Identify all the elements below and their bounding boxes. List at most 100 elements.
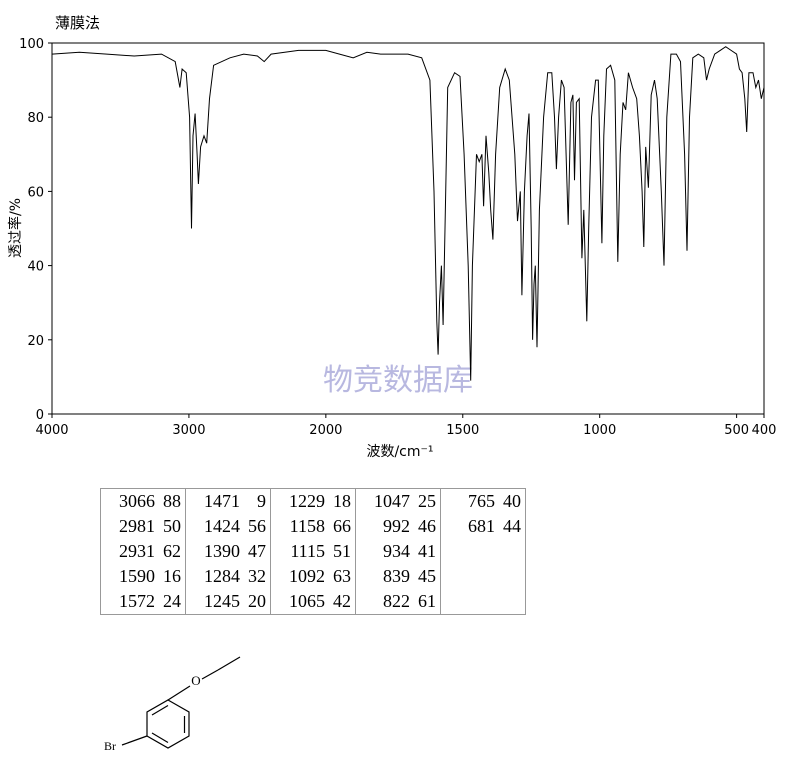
table-cell: 1590 16: [100, 564, 186, 589]
transmittance: 9: [257, 491, 266, 511]
table-row: 2931 62 1390 47 1115 51 934 41: [100, 539, 526, 564]
wavenumber: 1092: [289, 566, 325, 586]
transmittance: 18: [333, 491, 351, 511]
table-cell: [440, 589, 526, 615]
y-tick-label: 80: [27, 111, 44, 126]
y-tick-label: 100: [19, 37, 44, 52]
chart: 薄膜法 物竞数据库 波数/cm⁻¹ 透过率/% 0 20 40 60 80 100 4000…: [7, 14, 777, 460]
table-cell: 934 41: [355, 539, 441, 564]
table-cell: 1229 18: [270, 488, 356, 514]
transmittance: 32: [248, 566, 266, 586]
x-tick-label: 1000: [583, 423, 616, 438]
wavenumber: 3066: [119, 491, 155, 511]
wavenumber: 934: [383, 541, 410, 561]
bonds: [121, 656, 241, 749]
x-tick-label: 400: [752, 423, 777, 438]
table-row: 1590 16 1284 32 1092 63 839 45: [100, 564, 526, 589]
x-tick-label: 4000: [35, 423, 68, 438]
transmittance: 44: [503, 516, 521, 536]
wavenumber: 1284: [204, 566, 240, 586]
wavenumber: 1229: [289, 491, 325, 511]
y-tick-label: 60: [27, 185, 44, 200]
wavenumber: 1390: [204, 541, 240, 561]
wavenumber: 765: [468, 491, 495, 511]
wavenumber: 1245: [204, 591, 240, 611]
transmittance: 20: [248, 591, 266, 611]
wavenumber: 1115: [290, 541, 325, 561]
table-cell: [440, 564, 526, 589]
x-tick-label: 3000: [172, 423, 205, 438]
table-cell: 992 46: [355, 514, 441, 539]
table-cell: 681 44: [440, 514, 526, 539]
table-cell: 822 61: [355, 589, 441, 615]
atom-label: Br: [104, 739, 116, 753]
y-axis-label: 透过率/%: [7, 198, 24, 258]
spectrum-line: [51, 46, 765, 381]
transmittance: 42: [333, 591, 351, 611]
transmittance: 47: [248, 541, 266, 561]
transmittance: 63: [333, 566, 351, 586]
wavenumber: 822: [383, 591, 410, 611]
structure: O Br: [104, 656, 241, 753]
table-cell: 1245 20: [185, 589, 271, 615]
wavenumber: 1471: [204, 491, 240, 511]
x-axis-label: 波数/cm⁻¹: [366, 444, 433, 460]
transmittance: 45: [418, 566, 436, 586]
atom-label: O: [191, 673, 200, 688]
wavenumber: 2931: [119, 541, 155, 561]
table-cell: 765 40: [440, 488, 526, 514]
y-tick-label: 40: [27, 260, 44, 275]
watermark: 物竞数据库: [323, 363, 473, 398]
y-tick-label: 0: [36, 408, 44, 423]
wavenumber: 681: [468, 516, 495, 536]
table-cell: 1092 63: [270, 564, 356, 589]
wavenumber: 992: [383, 516, 410, 536]
chart-title: 薄膜法: [55, 14, 100, 32]
table-cell: 1115 51: [270, 539, 356, 564]
table-cell: 1424 56: [185, 514, 271, 539]
table-cell: 3066 88: [100, 488, 186, 514]
transmittance: 41: [418, 541, 436, 561]
transmittance: 61: [418, 591, 436, 611]
plot-frame: [51, 42, 765, 415]
table-cell: 1047 25: [355, 488, 441, 514]
table-cell: 1284 32: [185, 564, 271, 589]
table-cell: 1158 66: [270, 514, 356, 539]
table-cell: 1572 24: [100, 589, 186, 615]
transmittance: 56: [248, 516, 266, 536]
wavenumber: 1572: [119, 591, 155, 611]
wavenumber: 1158: [289, 516, 325, 536]
wavenumber: 1047: [374, 491, 410, 511]
transmittance: 88: [163, 491, 181, 511]
table-cell: 2931 62: [100, 539, 186, 564]
wavenumber: 839: [383, 566, 410, 586]
table-row: 1572 24 1245 20 1065 42 822 61: [100, 589, 526, 615]
wavenumber: 1065: [289, 591, 325, 611]
wavenumber: 1590: [119, 566, 155, 586]
peak-table: 3066 88 1471 9 1229 18 1047 25 765 40 2981 50 1424 56…: [100, 488, 526, 615]
y-tick-label: 20: [27, 334, 44, 349]
transmittance: 40: [503, 491, 521, 511]
transmittance: 25: [418, 491, 436, 511]
transmittance: 50: [163, 516, 181, 536]
table-row: 2981 50 1424 56 1158 66 992 46 681 44: [100, 514, 526, 539]
transmittance: 24: [163, 591, 181, 611]
x-tick-label: 500: [724, 423, 749, 438]
x-tick-label: 1500: [446, 423, 479, 438]
table-row: 3066 88 1471 9 1229 18 1047 25 765 40: [100, 488, 526, 514]
x-tick-label: 2000: [309, 423, 342, 438]
table-cell: 1065 42: [270, 589, 356, 615]
table-cell: 1471 9: [185, 488, 271, 514]
table-cell: 839 45: [355, 564, 441, 589]
wavenumber: 1424: [204, 516, 240, 536]
table-cell: [440, 539, 526, 564]
table-cell: 2981 50: [100, 514, 186, 539]
transmittance: 62: [163, 541, 181, 561]
table-cell: 1390 47: [185, 539, 271, 564]
transmittance: 66: [333, 516, 351, 536]
transmittance: 51: [333, 541, 351, 561]
wavenumber: 2981: [119, 516, 155, 536]
transmittance: 16: [163, 566, 181, 586]
transmittance: 46: [418, 516, 436, 536]
